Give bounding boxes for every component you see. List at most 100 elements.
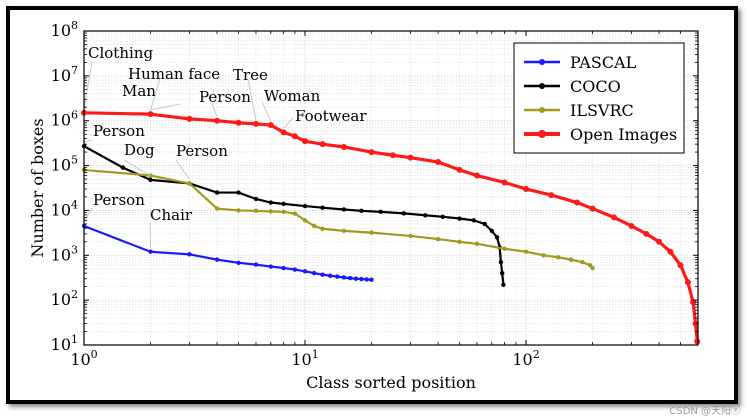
series-line-ilsvrc (83, 168, 594, 269)
data-point-open-images (677, 262, 684, 269)
data-point-open-images (319, 141, 326, 148)
x-tick-label: 101 (291, 348, 318, 369)
annotation-label: Person (93, 122, 145, 140)
annotation-label: Woman (264, 87, 321, 105)
data-point-ilsvrc (502, 246, 507, 251)
legend-swatch-marker (539, 83, 545, 89)
data-point-open-images (407, 154, 414, 161)
data-point-ilsvrc (311, 223, 317, 229)
data-point-coco (457, 216, 462, 221)
data-point-open-images (280, 129, 287, 136)
data-point-open-images (340, 143, 347, 150)
data-point-pascal (347, 275, 353, 281)
annotation-leader (123, 159, 151, 177)
data-point-open-images (389, 152, 396, 159)
data-point-open-images (302, 138, 309, 145)
data-point-open-images (643, 230, 650, 237)
data-point-open-images (252, 120, 259, 127)
annotation-label: Person (199, 88, 251, 106)
data-point-open-images (214, 117, 221, 124)
data-point-pascal (268, 264, 273, 269)
data-point-open-images (589, 205, 596, 212)
y-tick-label: 101 (51, 333, 78, 354)
data-point-ilsvrc (187, 181, 192, 186)
data-point-open-images (628, 222, 635, 229)
data-point-pascal (364, 277, 369, 282)
data-point-ilsvrc (268, 209, 273, 214)
annotation-label: Person (93, 191, 145, 209)
x-axis-label: Class sorted position (306, 373, 476, 392)
annotation-label: Dog (124, 141, 155, 159)
annotation-leader (83, 207, 93, 223)
data-point-ilsvrc (214, 206, 220, 211)
annotation-label: Footwear (295, 107, 367, 125)
data-point-ilsvrc (435, 236, 441, 242)
data-point-ilsvrc (408, 233, 413, 239)
annotation-label: Clothing (88, 44, 153, 62)
data-point-pascal (359, 276, 364, 282)
axis-frame (83, 30, 699, 346)
annotation-leader (211, 103, 218, 117)
data-point-pascal (341, 275, 347, 280)
data-point-coco (281, 201, 286, 207)
data-point-coco (302, 203, 308, 209)
data-point-open-images (147, 111, 154, 118)
annotation-leader (150, 77, 161, 111)
legend-swatch-marker (539, 59, 545, 65)
data-point-ilsvrc (253, 208, 259, 214)
data-point-ilsvrc (556, 255, 561, 260)
data-point-ilsvrc (341, 228, 347, 234)
data-point-pascal (302, 269, 308, 274)
data-point-open-images (573, 199, 580, 206)
annotation-label: Person (176, 142, 228, 160)
x-tick-label: 100 (70, 348, 97, 369)
data-point-open-images (548, 192, 555, 199)
legend-swatch-marker (539, 107, 545, 113)
data-point-coco (499, 270, 505, 276)
data-point-ilsvrc (457, 239, 462, 244)
data-point-coco (471, 218, 476, 223)
data-point-ilsvrc (590, 265, 595, 271)
data-point-open-images (690, 299, 697, 306)
data-point-coco (268, 200, 273, 205)
data-point-open-images (435, 159, 442, 166)
data-point-pascal (335, 274, 340, 279)
data-point-pascal (292, 267, 298, 272)
x-tick-label: 102 (512, 348, 539, 369)
y-tick-label: 102 (51, 288, 78, 309)
y-tick-label: 106 (51, 109, 78, 130)
annotation-leader (149, 221, 151, 248)
data-point-coco (120, 165, 126, 170)
data-point-coco (148, 177, 153, 183)
annotation-leader (150, 103, 181, 111)
data-point-open-images (368, 149, 375, 156)
data-point-coco (341, 207, 347, 212)
data-point-open-images (267, 122, 274, 129)
data-point-coco (214, 190, 220, 195)
data-point-coco (494, 235, 500, 240)
annotation-leader (247, 79, 257, 120)
data-point-ilsvrc (281, 209, 286, 215)
legend-swatch-marker (538, 130, 546, 138)
data-point-pascal (253, 262, 259, 267)
data-point-pascal (236, 260, 241, 265)
data-point-pascal (353, 276, 359, 281)
data-point-ilsvrc (320, 226, 325, 231)
data-point-ilsvrc (302, 218, 308, 223)
data-point-pascal (369, 277, 374, 282)
legend-label: COCO (570, 77, 621, 96)
annotation-label: Tree (233, 66, 268, 84)
annotation-label: Man (122, 82, 156, 100)
annotation-leader (83, 139, 93, 143)
data-point-coco (482, 221, 487, 227)
data-point-pascal (214, 257, 220, 262)
data-point-pascal (320, 272, 325, 277)
data-point-open-images (684, 279, 691, 286)
data-point-open-images (656, 238, 663, 245)
data-point-ilsvrc (474, 241, 480, 247)
y-tick-label: 104 (51, 198, 78, 219)
annotation-leader (175, 159, 190, 180)
data-point-coco (498, 260, 504, 265)
